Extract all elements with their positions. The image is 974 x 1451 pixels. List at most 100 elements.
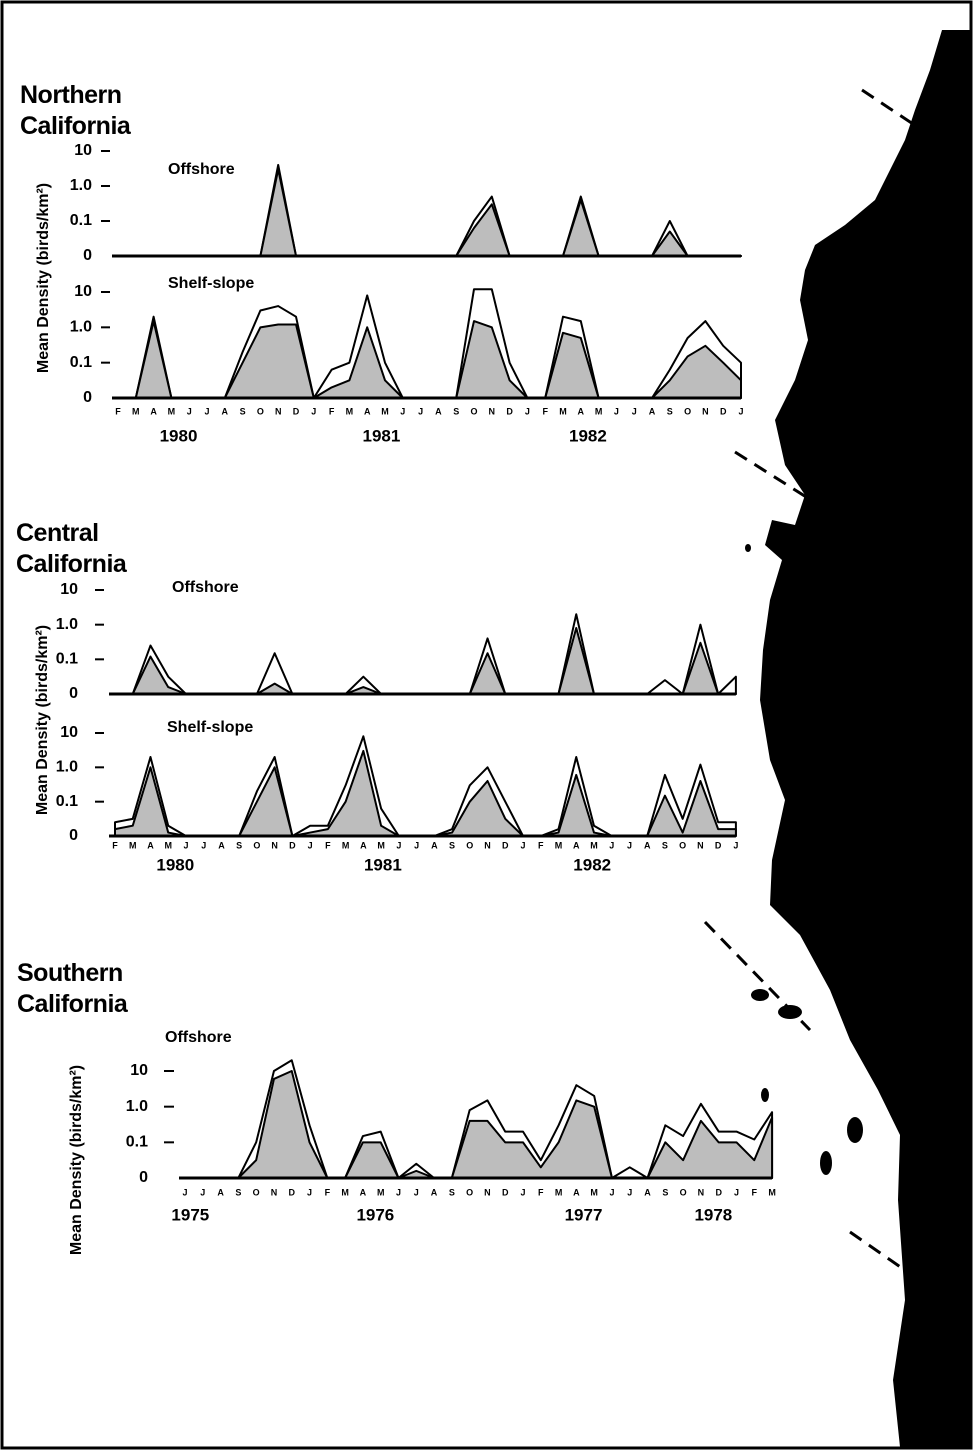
y-tick-label: 1.0 [70,177,92,194]
x-tick-label: F [325,840,331,850]
x-tick-label: S [662,840,668,850]
x-tick-label: A [573,1187,580,1197]
x-tick-label: M [555,1187,563,1197]
panel-label: Offshore [165,1029,232,1046]
year-label: 1981 [363,426,401,445]
y-tick-label: 1.0 [70,319,92,336]
x-tick-label: J [627,1187,632,1197]
x-tick-label: F [325,1187,331,1197]
x-tick-label: A [147,840,154,850]
x-tick-label: J [632,406,637,416]
y-tick-label: 0.1 [70,212,92,229]
island [745,544,751,552]
density-area [117,320,742,399]
y-tick-label: 0.1 [56,793,78,810]
x-tick-label: S [453,406,459,416]
x-tick-label: A [644,840,651,850]
x-tick-label: A [644,1187,651,1197]
x-tick-label: M [346,406,354,416]
y-tick-label: 10 [130,1062,148,1079]
y-axis-label: Mean Density (birds/km²) [34,625,51,815]
x-tick-label: A [222,406,229,416]
x-tick-label: M [129,840,137,850]
y-tick-label: 1.0 [56,616,78,633]
x-tick-label: M [164,840,172,850]
y-tick-label: 10 [74,283,92,300]
x-tick-label: A [360,1187,367,1197]
density-area [114,735,737,837]
x-tick-label: F [115,406,121,416]
x-tick-label: D [720,406,727,416]
x-tick-label: M [377,840,385,850]
x-tick-label: F [538,840,544,850]
y-tick-label: 0 [139,1169,148,1186]
x-tick-label: N [698,1187,705,1197]
coastline-map [760,30,971,1447]
x-tick-label: J [204,406,209,416]
x-tick-label: J [609,1187,614,1197]
x-tick-label: N [275,406,282,416]
x-tick-label: J [627,840,632,850]
x-tick-label: F [112,840,118,850]
y-tick-label: 1.0 [56,759,78,776]
region-title: Southern California [17,959,128,1018]
x-tick-label: M [595,406,603,416]
island [847,1117,863,1143]
x-tick-label: N [489,406,496,416]
x-tick-label: J [396,840,401,850]
x-tick-label: N [484,840,491,850]
x-tick-label: J [201,840,206,850]
x-tick-label: J [733,840,738,850]
x-tick-label: A [435,406,442,416]
x-tick-label: D [293,406,300,416]
x-tick-label: S [235,1187,241,1197]
region-title: Central California [16,519,127,578]
density-area [114,749,737,837]
x-tick-label: A [431,1187,438,1197]
y-tick-label: 0.1 [126,1134,148,1151]
x-tick-label: A [360,840,367,850]
x-tick-label: S [449,840,455,850]
x-tick-label: J [414,840,419,850]
x-tick-label: O [684,406,691,416]
x-tick-label: F [538,1187,544,1197]
y-axis-label: Mean Density (birds/km²) [68,1065,85,1255]
year-label: 1978 [694,1205,732,1224]
x-tick-label: J [396,1187,401,1197]
island [820,1151,832,1175]
boundary-line [734,450,831,514]
x-tick-label: O [466,840,473,850]
x-tick-label: O [466,1187,473,1197]
x-tick-label: O [257,406,264,416]
x-tick-label: D [502,840,509,850]
density-area [117,288,742,399]
y-tick-label: 0 [83,389,92,406]
x-tick-label: M [559,406,567,416]
x-tick-label: A [218,840,225,850]
y-tick-label: 10 [60,724,78,741]
x-tick-label: O [679,840,686,850]
boundary-line [849,1230,946,1300]
x-tick-label: J [521,1187,526,1197]
x-tick-label: M [377,1187,385,1197]
x-tick-label: S [240,406,246,416]
x-tick-label: D [502,1187,509,1197]
x-tick-label: D [289,840,296,850]
x-tick-label: J [182,1187,187,1197]
x-tick-label: O [470,406,477,416]
x-tick-label: A [649,406,656,416]
density-area [114,627,737,695]
y-tick-label: 1.0 [126,1098,148,1115]
x-tick-label: A [578,406,585,416]
x-tick-label: J [614,406,619,416]
year-label: 1982 [573,855,611,874]
x-tick-label: M [768,1187,776,1197]
panel-label: Shelf-slope [167,719,253,736]
year-label: 1980 [160,426,198,445]
boundary-line [861,88,956,154]
x-tick-label: J [308,840,313,850]
panel-label: Offshore [172,579,239,596]
x-tick-label: J [738,406,743,416]
x-tick-label: M [590,1187,598,1197]
